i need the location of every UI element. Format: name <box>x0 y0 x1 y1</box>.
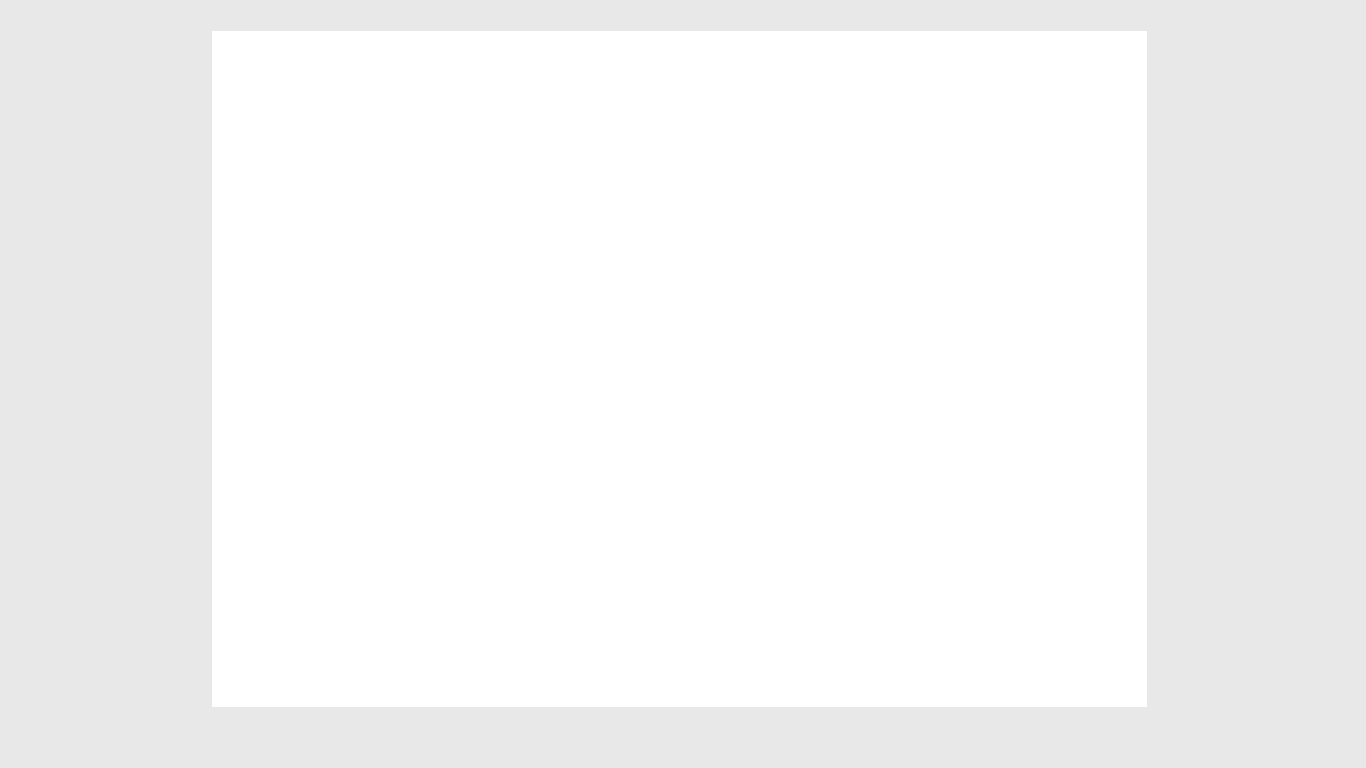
Text: and the switch is thrown into position 1 at t = 0 s.: and the switch is thrown into position 1… <box>366 125 768 141</box>
Text: 5.  a. Find the mathematical expressions for the transient behavior of the: 5. a. Find the mathematical expressions … <box>328 84 918 99</box>
Text: 2: 2 <box>785 434 792 444</box>
Text: b. Find the mathematical expressions for the voltage v: b. Find the mathematical expressions for… <box>366 146 806 161</box>
Text: ○ 3: ○ 3 <box>710 362 735 376</box>
Text: 1: 1 <box>612 430 619 440</box>
Text: R: R <box>761 545 772 560</box>
Text: if the capacitor was initially uncharged: if the capacitor was initially uncharged <box>634 104 952 120</box>
Text: 1: 1 <box>703 257 713 272</box>
Text: and I: and I <box>496 679 541 694</box>
Text: 1 kΩ: 1 kΩ <box>761 450 792 464</box>
Text: for the network below.: for the network below. <box>799 679 985 694</box>
Text: C: C <box>454 110 462 123</box>
Text: C: C <box>377 172 385 185</box>
Text: voltage v: voltage v <box>366 104 441 120</box>
Text: and V: and V <box>728 679 780 694</box>
Text: C: C <box>979 434 988 444</box>
Text: 3 kΩ: 3 kΩ <box>761 569 792 583</box>
Text: Demonstrate all necessary steps, formulas and calculations properly.: Demonstrate all necessary steps, formula… <box>366 260 994 276</box>
Text: C: C <box>855 193 863 206</box>
Text: I: I <box>432 409 437 423</box>
Circle shape <box>456 356 642 461</box>
Text: 5 kΩ: 5 kΩ <box>635 423 667 437</box>
Text: R: R <box>587 422 598 437</box>
Text: C: C <box>620 110 628 123</box>
Text: +: + <box>953 382 966 397</box>
Text: 4 mA: 4 mA <box>574 382 611 396</box>
Text: 1: 1 <box>482 687 489 697</box>
Text: c. Find the mathematical expressions for the voltage v: c. Find the mathematical expressions for… <box>366 187 805 203</box>
Text: and the current i: and the current i <box>467 104 607 120</box>
Text: i: i <box>960 314 964 329</box>
Text: 6.Find currents I: 6.Find currents I <box>325 679 455 694</box>
Text: R: R <box>761 425 772 441</box>
Text: and voltages V: and voltages V <box>559 679 684 694</box>
Text: and the current: and the current <box>869 146 999 161</box>
Text: 2: 2 <box>785 687 792 697</box>
Text: d. Plot the awveforms obtained in parts (a)–(c): d. Plot the awveforms obtained in parts … <box>366 229 740 244</box>
Text: C: C <box>870 406 881 422</box>
Text: 2: 2 <box>710 323 719 337</box>
Text: v: v <box>960 425 970 441</box>
Text: 1: 1 <box>714 687 721 697</box>
Text: 10 μF: 10 μF <box>960 404 999 418</box>
Text: C: C <box>855 151 863 164</box>
Text: 2: 2 <box>545 687 552 697</box>
Text: the switch is thrown into position 3 at t =12τ.: the switch is thrown into position 3 at … <box>366 208 734 223</box>
Text: if the switch is moved to position 2 at t = 8τ.: if the switch is moved to position 2 at … <box>391 167 758 182</box>
Text: and the current if: and the current if <box>869 187 1015 203</box>
Text: −: − <box>953 443 966 458</box>
Text: 3: 3 <box>785 553 792 563</box>
Text: C: C <box>977 323 985 333</box>
Text: i: i <box>366 167 370 182</box>
